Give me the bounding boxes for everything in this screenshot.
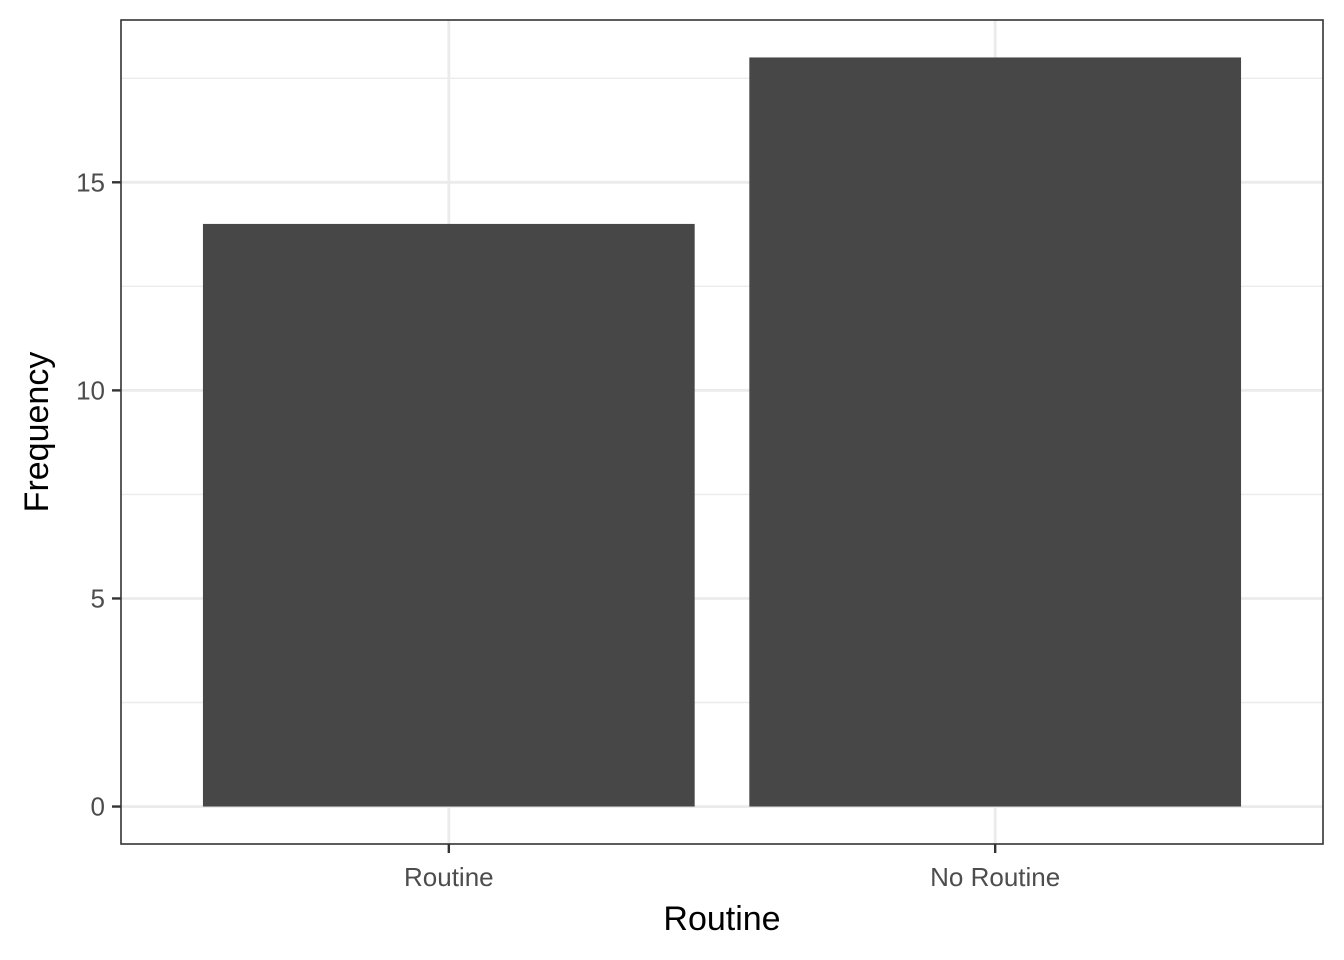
y-axis-title: Frequency xyxy=(18,352,56,513)
x-axis-title: Routine xyxy=(663,900,780,938)
bars xyxy=(202,57,1242,807)
x-tick-label: Routine xyxy=(404,862,494,892)
axes: 0 5 10 15 Routine No Routine xyxy=(76,167,1060,892)
y-tick-label: 0 xyxy=(91,792,105,822)
y-tick-label: 10 xyxy=(76,375,105,405)
bar-no-routine xyxy=(749,57,1242,807)
bar-routine xyxy=(202,223,695,807)
y-tick-label: 5 xyxy=(91,583,105,613)
panel-border xyxy=(120,19,1324,845)
x-tick-label: No Routine xyxy=(930,862,1060,892)
y-tick-label: 15 xyxy=(76,167,105,197)
